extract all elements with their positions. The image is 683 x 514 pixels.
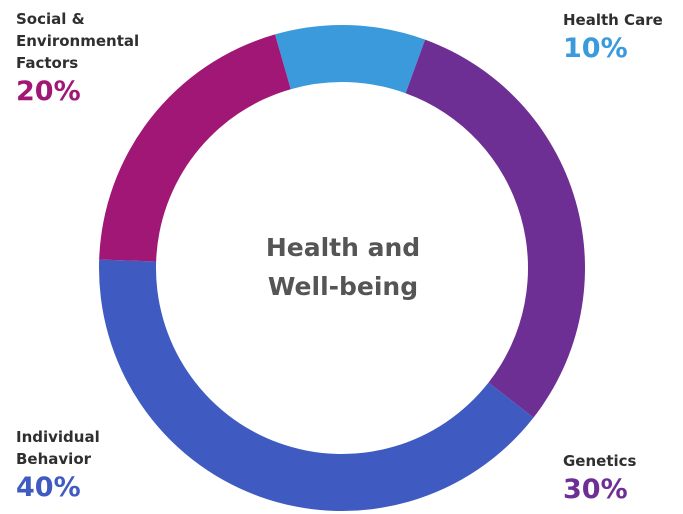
label-health-care-name: Health Care (563, 11, 663, 29)
label-social-environmental: Social & Environmental Factors 20% (16, 8, 139, 108)
label-genetics-name: Genetics (563, 452, 637, 470)
slice-health-care (275, 24, 426, 94)
label-individual-behavior-name: Individual Behavior (16, 428, 100, 468)
label-social-environmental-value: 20% (16, 76, 81, 107)
center-title: Health and Well-being (265, 233, 421, 301)
label-genetics-value: 30% (563, 474, 628, 505)
label-individual-behavior: Individual Behavior 40% (16, 426, 100, 504)
slice-genetics (405, 39, 585, 418)
slice-social-environmental-factors (99, 34, 291, 262)
label-genetics: Genetics 30% (563, 450, 636, 506)
label-health-care-value: 10% (563, 33, 628, 64)
label-social-environmental-name: Social & Environmental Factors (16, 10, 140, 72)
slice-individual-behavior (99, 259, 534, 511)
label-individual-behavior-value: 40% (16, 472, 81, 503)
label-health-care: Health Care 10% (563, 9, 663, 65)
